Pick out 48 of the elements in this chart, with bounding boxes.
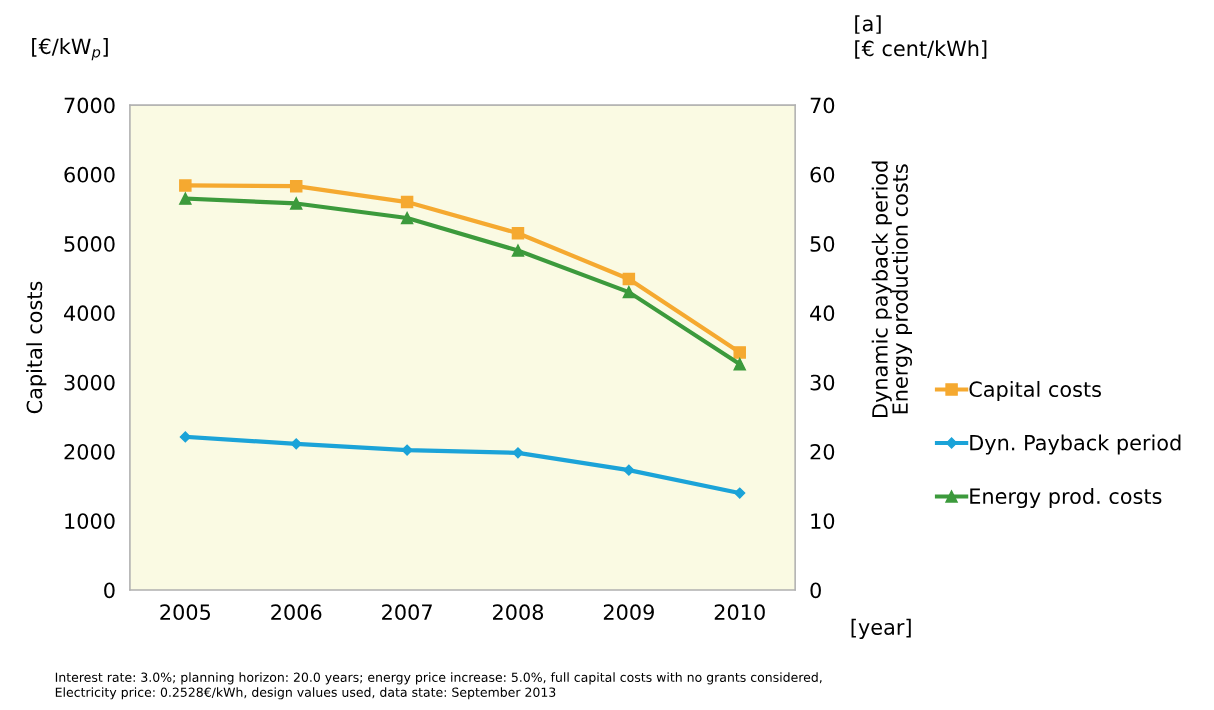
y-tick-label: 5000 [64, 236, 115, 252]
text: [€/kW$_{p}$] [32, 38, 108, 61]
y2-tick-label: 70 [810, 97, 835, 114]
y-tick-label: 3000 [64, 374, 115, 391]
x-tick-label: 2008 [492, 604, 544, 621]
point [512, 447, 524, 459]
point [179, 179, 192, 192]
y-tick-label: 6000 [64, 166, 115, 183]
y2-tick-label: 20 [810, 443, 835, 460]
y2-tick-label: 60 [810, 166, 835, 183]
y2-tick-label: 50 [810, 236, 835, 252]
text: [year] [851, 618, 911, 639]
point [179, 431, 191, 443]
y-tick-label: 4000 [64, 305, 115, 322]
x-tick-label: 2005 [160, 604, 211, 621]
point [400, 211, 414, 225]
point [400, 195, 414, 209]
y2-tick-label: 0 [810, 582, 821, 599]
y-tick-label: 7000 [64, 97, 115, 114]
y2-axis-title: Dynamic payback period Energy production costs [871, 161, 912, 417]
y-tick-label: 0 [104, 582, 115, 599]
point [179, 192, 192, 205]
point [733, 357, 746, 371]
x-tick-label: 2006 [271, 604, 322, 621]
text: Interest rate: 3.0%; planning horizon: 20.0 years; energy price increase: 5.0%, full capital costs with no grants considered, Electricity price: 0.2528€/kWh, design values used, data state: September 2013 [55, 672, 822, 700]
y2-tick-label: 30 [810, 374, 835, 391]
point [622, 285, 636, 299]
point [733, 346, 746, 359]
y-tick-label: 2000 [64, 443, 115, 460]
text: [a] [€ cent/kWh] [855, 15, 987, 59]
x-tick-label: 2007 [382, 604, 432, 621]
legend-label: Dyn. Payback period [970, 434, 1181, 455]
y-axis-title: Capital costs [26, 281, 47, 414]
point [734, 487, 746, 499]
point [289, 179, 303, 193]
y2-tick-label: 10 [811, 513, 835, 529]
legend-label: Capital costs [969, 380, 1101, 402]
point [511, 226, 525, 240]
point [290, 438, 302, 450]
point [622, 272, 636, 286]
point [289, 197, 303, 210]
legend-label: Energy prod. costs [970, 487, 1162, 509]
x-tick-label: 2010 [714, 604, 765, 621]
y2-tick-label: 40 [810, 305, 835, 322]
point [511, 244, 525, 257]
point [623, 464, 635, 476]
y-tick-label: 1000 [65, 513, 115, 529]
x-tick-label: 2009 [603, 604, 654, 621]
